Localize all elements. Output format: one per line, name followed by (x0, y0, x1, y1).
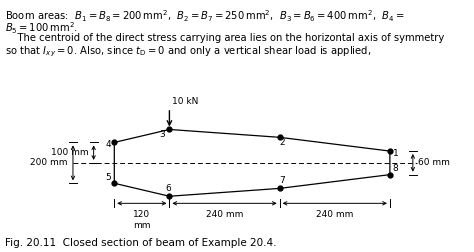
Text: 5: 5 (105, 173, 111, 182)
Text: 4: 4 (105, 140, 111, 149)
Text: 240 mm: 240 mm (206, 210, 243, 219)
Text: Boom areas:  $B_1 = B_8 = 200\,\rm{mm}^2$,  $B_2 = B_7 = 250\,\rm{mm}^2$,  $B_3 : Boom areas: $B_1 = B_8 = 200\,\rm{mm}^2$… (5, 8, 404, 24)
Text: $B_5 = 100\,\rm{mm}^2$.: $B_5 = 100\,\rm{mm}^2$. (5, 20, 78, 36)
Text: 60 mm: 60 mm (418, 158, 450, 167)
Text: 3: 3 (159, 131, 165, 139)
Text: 8: 8 (392, 164, 398, 173)
Text: so that $I_{xy} = 0$. Also, since $t_{\rm D} = 0$ and only a vertical shear load: so that $I_{xy} = 0$. Also, since $t_{\r… (5, 45, 371, 59)
Text: 240 mm: 240 mm (316, 210, 354, 219)
Text: The centroid of the direct stress carrying area lies on the horizontal axis of s: The centroid of the direct stress carryi… (5, 33, 444, 43)
Text: 6: 6 (165, 184, 171, 193)
Text: 7: 7 (280, 176, 285, 185)
Text: 1: 1 (392, 149, 398, 158)
Text: 120
mm: 120 mm (133, 210, 151, 230)
Text: 200 mm: 200 mm (30, 158, 68, 167)
Text: 2: 2 (280, 138, 285, 147)
Text: 10 kN: 10 kN (173, 97, 199, 106)
Text: Fig. 20.11  Closed section of beam of Example 20.4.: Fig. 20.11 Closed section of beam of Exa… (5, 238, 276, 248)
Text: 100 mm: 100 mm (51, 148, 89, 157)
